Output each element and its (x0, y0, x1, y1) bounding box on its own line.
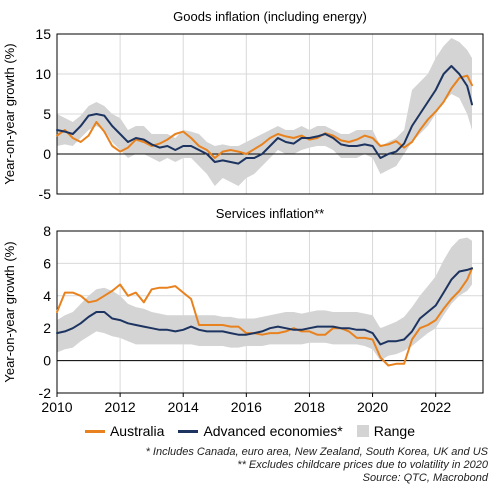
goods-title: Goods inflation (including energy) (173, 9, 367, 24)
services-x-tick-label: 2016 (231, 399, 262, 415)
legend-item-advanced-economies: Advanced economies* (178, 423, 343, 439)
goods-advanced-economies-line (56, 65, 473, 165)
services-title: Services inflation** (216, 206, 324, 221)
goods-panel: Goods inflation (including energy) Year-o… (2, 9, 484, 202)
source-note: Source: QTC, Macrobond (362, 472, 488, 484)
services-range-band (57, 237, 472, 361)
services-x-tick-label: 2012 (105, 399, 136, 415)
goods-y-tick-label: 5 (43, 106, 51, 122)
goods-y-tick-label: 15 (35, 26, 51, 42)
legend-item-range: Range (356, 423, 416, 439)
services-y-axis-label: Year-on-year growth (%) (2, 241, 17, 382)
legend-item-australia: Australia (84, 423, 165, 439)
services-y-tick-label: 6 (43, 255, 51, 271)
legend-label-australia: Australia (109, 423, 165, 439)
services-australia-line (56, 267, 473, 367)
goods-y-tick-label: 10 (35, 66, 51, 82)
goods-y-tick-label: 0 (43, 146, 51, 162)
legend-swatch-range (356, 425, 369, 437)
services-y-tick-label: 2 (43, 320, 51, 336)
footnotes: * Includes Canada, euro area, New Zealan… (146, 446, 488, 485)
legend-swatch-advanced-economies (178, 429, 199, 433)
services-x-tick-label: 2014 (168, 399, 199, 415)
services-x-tick-label: 2010 (41, 399, 72, 415)
services-x-tick-label: 2022 (420, 399, 451, 415)
goods-range-band (57, 38, 472, 186)
legend-swatch-australia (84, 429, 105, 433)
legend: Australia Advanced economies* Range (0, 420, 500, 442)
services-y-tick-label: 4 (43, 288, 51, 304)
goods-y-tick-label: -5 (39, 186, 52, 202)
services-y-tick-label: 0 (43, 353, 51, 369)
goods-australia-line (56, 74, 473, 159)
goods-y-axis-label: Year-on-year growth (%) (2, 43, 17, 184)
legend-label-range: Range (373, 423, 416, 439)
services-panel: Services inflation** Year-on-year growth … (2, 206, 484, 415)
goods-plot-frame (56, 33, 484, 195)
services-x-tick-label: 2020 (357, 399, 388, 415)
services-x-tick-label: 2018 (294, 399, 325, 415)
footnote-services: ** Excludes childcare prices due to vola… (237, 459, 488, 471)
services-y-tick-label: -2 (39, 385, 52, 401)
services-advanced-economies-line (56, 267, 473, 346)
legend-label-advanced-economies: Advanced economies* (203, 423, 343, 439)
footnote-advanced-economies: * Includes Canada, euro area, New Zealan… (145, 446, 488, 458)
services-y-tick-label: 8 (43, 223, 51, 239)
